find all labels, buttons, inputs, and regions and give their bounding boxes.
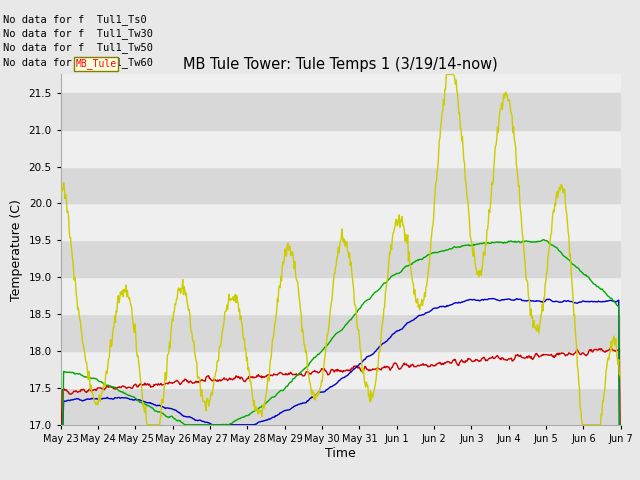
- Bar: [61, 388, 621, 425]
- X-axis label: Time: Time: [325, 446, 356, 460]
- Bar: [61, 277, 621, 314]
- Bar: [61, 204, 621, 240]
- Text: No data for f  Tul1_Tw60: No data for f Tul1_Tw60: [3, 57, 153, 68]
- Bar: [61, 351, 621, 388]
- Text: No data for f  Tul1_Ts0: No data for f Tul1_Ts0: [3, 13, 147, 24]
- Text: No data for f  Tul1_Tw30: No data for f Tul1_Tw30: [3, 28, 153, 39]
- Bar: [61, 240, 621, 277]
- Title: MB Tule Tower: Tule Temps 1 (3/19/14-now): MB Tule Tower: Tule Temps 1 (3/19/14-now…: [184, 57, 498, 72]
- Bar: [61, 93, 621, 130]
- Bar: [61, 167, 621, 204]
- Bar: [61, 130, 621, 167]
- Bar: [61, 314, 621, 351]
- Text: No data for f  Tul1_Tw50: No data for f Tul1_Tw50: [3, 42, 153, 53]
- Text: MB_Tule: MB_Tule: [76, 58, 116, 69]
- Y-axis label: Temperature (C): Temperature (C): [10, 199, 23, 300]
